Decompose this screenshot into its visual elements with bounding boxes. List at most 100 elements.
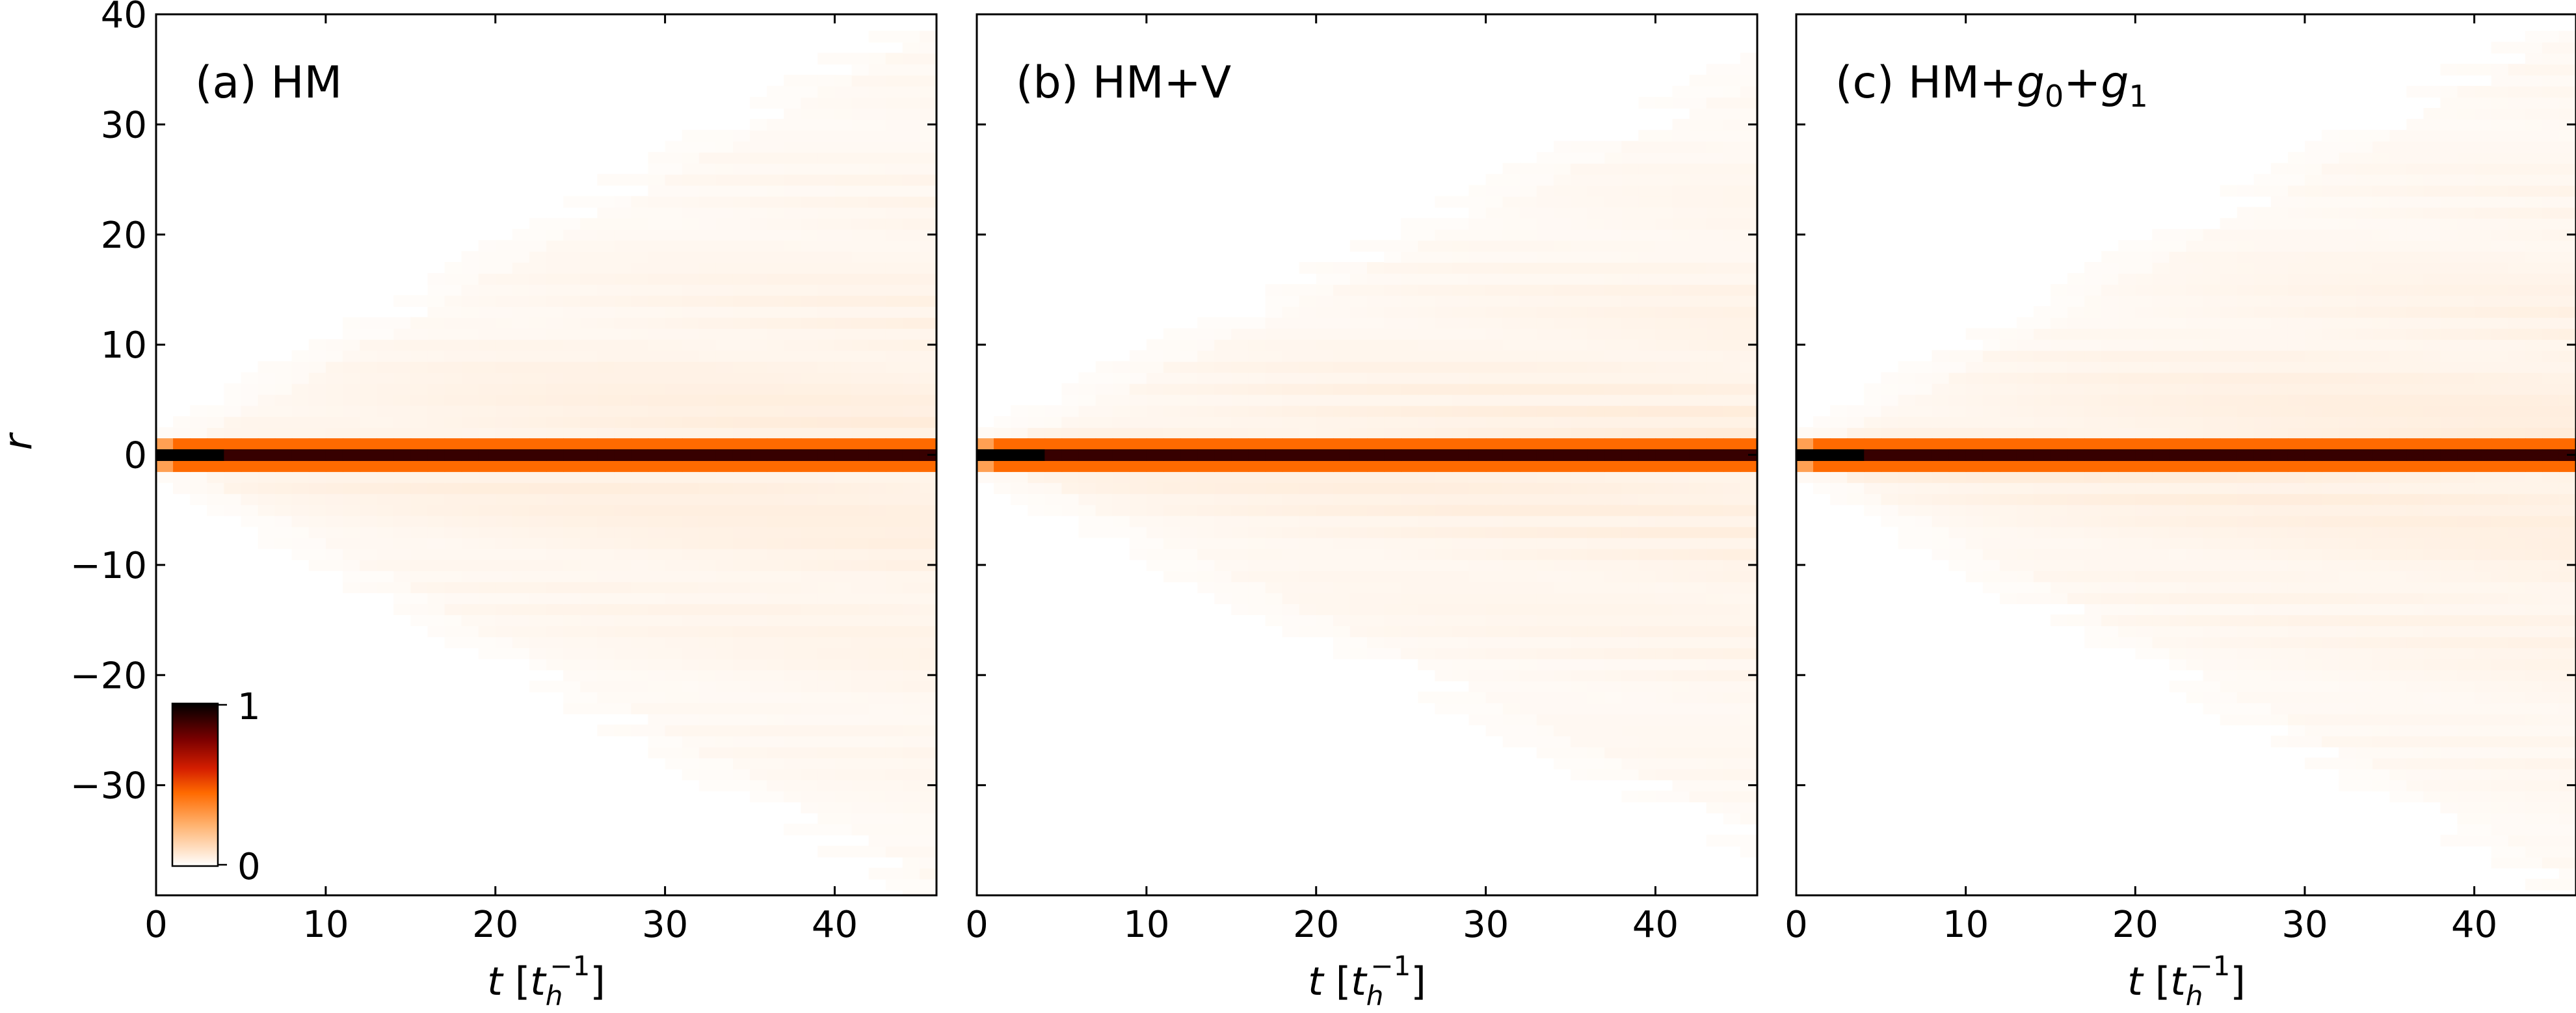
- heatmap-cell: [817, 75, 836, 87]
- heatmap-cell: [1723, 328, 1741, 340]
- heatmap-cell: [665, 427, 683, 440]
- heatmap-cell: [1655, 361, 1673, 373]
- heatmap-cell: [1604, 515, 1623, 527]
- heatmap-cell: [1553, 515, 1572, 527]
- heatmap-cell: [2406, 757, 2424, 770]
- heatmap-cell: [597, 460, 615, 472]
- heatmap-cell: [682, 207, 700, 219]
- heatmap-cell: [1536, 636, 1554, 648]
- heatmap-cell: [750, 791, 768, 803]
- heatmap-cell: [1384, 350, 1402, 362]
- heatmap-cell: [1299, 394, 1317, 406]
- heatmap-cell: [2406, 559, 2424, 572]
- heatmap-cell: [2389, 405, 2408, 417]
- heatmap-cell: [1502, 680, 1520, 692]
- heatmap-cell: [2542, 537, 2560, 549]
- heatmap-cell: [1706, 350, 1724, 362]
- heatmap-cell: [2067, 559, 2086, 572]
- heatmap-cell: [1418, 449, 1436, 461]
- heatmap-cell: [851, 427, 870, 440]
- heatmap-cell: [1553, 570, 1572, 583]
- heatmap-cell: [817, 339, 836, 351]
- heatmap-cell: [1536, 372, 1554, 384]
- heatmap-cell: [1689, 196, 1707, 208]
- heatmap-cell: [2542, 812, 2560, 824]
- heatmap-cell: [834, 427, 853, 440]
- heatmap-cell: [478, 614, 496, 627]
- heatmap-cell: [444, 537, 462, 549]
- heatmap-cell: [1468, 383, 1487, 395]
- heatmap-cell: [546, 416, 564, 428]
- heatmap-cell: [767, 207, 785, 219]
- heatmap-cell: [1349, 526, 1368, 538]
- heatmap-cell: [767, 691, 785, 704]
- heatmap-cell: [1621, 317, 1640, 329]
- heatmap-cell: [885, 262, 903, 274]
- heatmap-cell: [2491, 526, 2509, 538]
- heatmap-cell: [1468, 548, 1487, 560]
- heatmap-cell: [784, 603, 802, 616]
- heatmap-cell: [1180, 405, 1199, 417]
- heatmap-cell: [1519, 196, 1537, 208]
- heatmap-cell: [1282, 449, 1300, 461]
- heatmap-cell: [2220, 592, 2238, 605]
- heatmap-cell: [1248, 559, 1266, 572]
- heatmap-cell: [478, 460, 496, 472]
- heatmap-cell: [767, 97, 785, 109]
- heatmap-cell: [868, 383, 886, 395]
- heatmap-cell: [648, 339, 666, 351]
- heatmap-cell: [1740, 812, 1757, 824]
- heatmap-cell: [801, 174, 819, 186]
- heatmap-cell: [682, 625, 700, 637]
- heatmap-cell: [1265, 471, 1283, 483]
- heatmap-cell: [1384, 438, 1402, 451]
- heatmap-cell: [1655, 317, 1673, 329]
- heatmap-cell: [1740, 757, 1757, 770]
- heatmap-cell: [2457, 603, 2475, 616]
- heatmap-cell: [732, 460, 751, 472]
- heatmap-cell: [1129, 350, 1147, 362]
- heatmap-cell: [2050, 416, 2069, 428]
- heatmap-cell: [902, 691, 920, 704]
- heatmap-cell: [2474, 614, 2492, 627]
- heatmap-cell: [1638, 140, 1656, 153]
- heatmap-cell: [715, 636, 734, 648]
- heatmap-cell: [1587, 757, 1606, 770]
- heatmap-cell: [190, 438, 208, 451]
- heatmap-cell: [1316, 383, 1334, 395]
- heatmap-cell: [1349, 350, 1368, 362]
- heatmap-cell: [1706, 559, 1724, 572]
- heatmap-cell: [1095, 460, 1113, 472]
- heatmap-cell: [2491, 802, 2509, 813]
- heatmap-cell: [2356, 526, 2374, 538]
- heatmap-cell: [1231, 405, 1249, 417]
- heatmap-cell: [2457, 592, 2475, 605]
- heatmap-cell: [1655, 625, 1673, 637]
- heatmap-cell: [461, 471, 479, 483]
- heatmap-cell: [817, 515, 836, 527]
- heatmap-cell: [1435, 394, 1453, 406]
- heatmap-cell: [580, 647, 598, 659]
- heatmap-cell: [801, 449, 819, 461]
- heatmap-cell: [1621, 295, 1640, 307]
- heatmap-cell: [461, 460, 479, 472]
- heatmap-cell: [1740, 140, 1757, 153]
- heatmap-cell: [1316, 471, 1334, 483]
- heatmap-cell: [1621, 581, 1640, 594]
- heatmap-cell: [1384, 361, 1402, 373]
- heatmap-cell: [682, 724, 700, 737]
- heatmap-cell: [1435, 361, 1453, 373]
- heatmap-cell: [885, 823, 903, 835]
- heatmap-cell: [1604, 317, 1623, 329]
- heatmap-cell: [495, 570, 513, 583]
- heatmap-cell: [2287, 614, 2305, 627]
- heatmap-cell: [1723, 735, 1741, 748]
- heatmap-cell: [851, 581, 870, 594]
- heatmap-cell: [1146, 339, 1164, 351]
- heatmap-cell: [529, 559, 547, 572]
- heatmap-cell: [597, 196, 615, 208]
- heatmap-cell: [1452, 328, 1470, 340]
- heatmap-cell: [377, 581, 395, 594]
- heatmap-cell: [1265, 361, 1283, 373]
- heatmap-cell: [682, 691, 700, 704]
